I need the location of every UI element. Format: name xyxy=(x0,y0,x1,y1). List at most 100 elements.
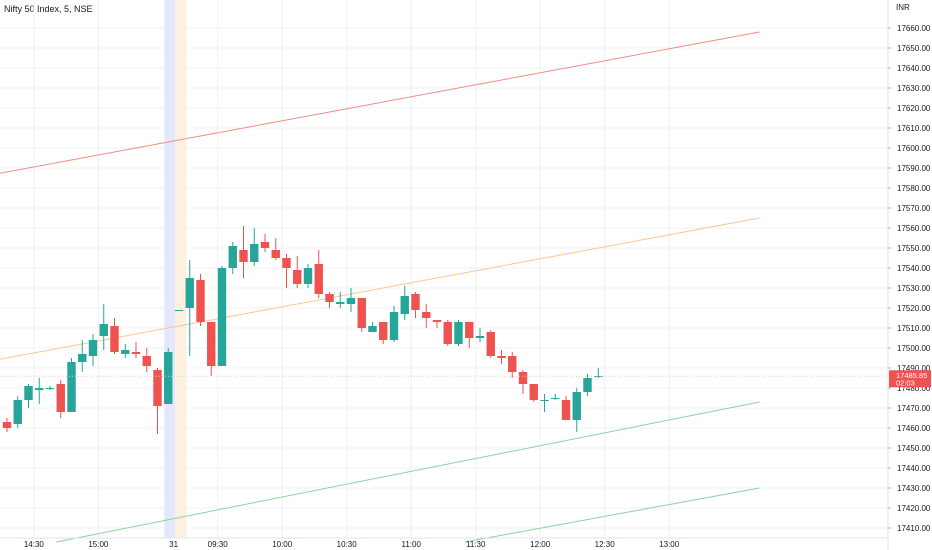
candle xyxy=(529,384,538,402)
candle-body xyxy=(142,356,151,366)
candle-body xyxy=(239,250,248,262)
time-tick-label: 09:30 xyxy=(208,540,229,549)
candle-body xyxy=(357,298,366,328)
time-tick-label: 15:00 xyxy=(88,540,109,549)
candle xyxy=(293,256,302,288)
candle xyxy=(131,342,141,358)
candle-body xyxy=(185,278,194,308)
candle-body xyxy=(217,268,227,366)
candle xyxy=(78,340,87,372)
candle-body xyxy=(508,356,517,372)
candle-body xyxy=(45,388,55,389)
candle xyxy=(454,320,463,346)
candle-body xyxy=(153,370,162,406)
price-tick-label: 17510.00 xyxy=(897,324,931,333)
time-axis[interactable]: 14:30 15:00 31 09:30 10:00 10:30 11:00 11:30 12:… xyxy=(24,540,680,549)
candle xyxy=(110,318,119,354)
candle-body xyxy=(432,320,442,322)
candle xyxy=(422,304,431,328)
candle-body xyxy=(174,310,184,311)
candle xyxy=(486,330,495,358)
candle-body xyxy=(411,294,420,310)
candle-body xyxy=(196,280,205,322)
price-tick-label: 17480.00 xyxy=(897,384,931,393)
candle xyxy=(572,388,581,432)
candle xyxy=(443,320,452,346)
candle xyxy=(282,254,291,288)
candle xyxy=(518,370,528,394)
candle-body xyxy=(346,298,356,304)
candle xyxy=(314,250,323,298)
candle-body xyxy=(35,388,44,390)
candle xyxy=(325,292,334,308)
session-highlight-blue xyxy=(164,0,176,538)
candle xyxy=(400,286,409,320)
time-tick-label: 12:00 xyxy=(530,540,551,549)
price-tick-label: 17570.00 xyxy=(897,204,931,213)
candle xyxy=(389,306,399,342)
candle xyxy=(121,344,130,358)
candle xyxy=(561,396,571,420)
candle-body xyxy=(594,376,603,377)
price-tick-label: 17600.00 xyxy=(897,144,931,153)
candle-body xyxy=(368,326,377,332)
candle-body xyxy=(207,322,216,366)
candle-body xyxy=(164,352,173,404)
candle xyxy=(271,238,280,260)
time-tick-label: 10:00 xyxy=(272,540,293,549)
candle-body xyxy=(56,384,65,412)
price-tick-label: 17490.00 xyxy=(897,364,931,373)
candle xyxy=(99,304,108,350)
candle-body xyxy=(422,312,431,318)
candle-body xyxy=(475,336,485,338)
trend-line-green-upper[interactable] xyxy=(56,401,760,543)
grid xyxy=(0,0,888,538)
candle xyxy=(88,334,98,366)
candle xyxy=(2,418,12,432)
candle-body xyxy=(228,246,237,268)
price-tick-label: 17590.00 xyxy=(897,164,931,173)
price-tick-label: 17620.00 xyxy=(897,104,931,113)
candle xyxy=(35,378,44,404)
candle-body xyxy=(465,322,474,338)
candle-body xyxy=(99,324,108,336)
candle-body xyxy=(583,378,592,392)
candle xyxy=(379,322,388,344)
candle xyxy=(411,292,420,318)
candle xyxy=(465,322,474,348)
price-tick-label: 17460.00 xyxy=(897,424,931,433)
candle-body xyxy=(121,350,130,354)
current-price-value: 17485.85 xyxy=(896,371,927,380)
currency-label: INR xyxy=(896,3,910,12)
time-tick-label: 14:30 xyxy=(24,540,45,549)
chart-title: Nifty 50 Index, 5, NSE xyxy=(4,4,93,14)
candle-body xyxy=(293,270,302,284)
candle-body xyxy=(551,398,560,399)
candle xyxy=(13,396,22,428)
candle xyxy=(217,266,227,366)
price-tick-label: 17650.00 xyxy=(897,44,931,53)
trend-line-red[interactable] xyxy=(0,31,760,184)
price-tick-label: 17580.00 xyxy=(897,184,931,193)
candle-body xyxy=(497,356,506,358)
candle-body xyxy=(540,400,549,401)
countdown: 02:03 xyxy=(896,378,915,387)
price-tick-label: 17560.00 xyxy=(897,224,931,233)
trend-line-green-lower[interactable] xyxy=(464,487,760,543)
price-tick-label: 17540.00 xyxy=(897,264,931,273)
price-tick-label: 17640.00 xyxy=(897,64,931,73)
candle xyxy=(153,368,162,434)
candle-body xyxy=(389,312,399,340)
price-tick-label: 17630.00 xyxy=(897,84,931,93)
price-axis[interactable]: 17410.00 17420.00 17430.00 17440.00 17450.00… xyxy=(888,24,931,533)
price-tick-label: 17520.00 xyxy=(897,304,931,313)
candle-body xyxy=(518,372,528,384)
time-tick-label: 12:30 xyxy=(595,540,616,549)
candle xyxy=(24,384,33,408)
candle-body xyxy=(24,386,33,400)
candle-body xyxy=(486,332,495,356)
candle-body xyxy=(379,322,388,340)
candle-body xyxy=(529,384,538,400)
candles xyxy=(2,226,603,434)
